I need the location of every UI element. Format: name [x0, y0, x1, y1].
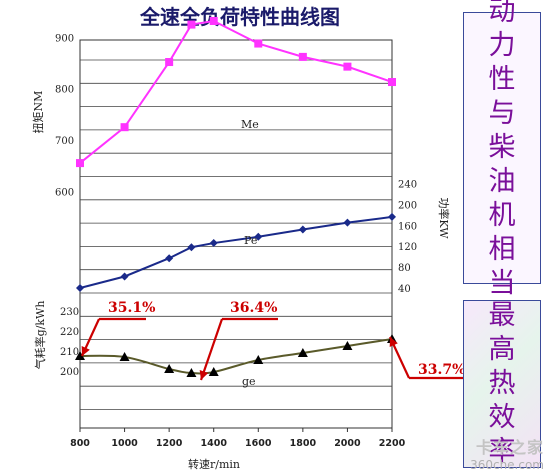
series-me: Me — [76, 16, 396, 168]
callout-label: 35.1% — [108, 300, 155, 316]
data-point — [165, 254, 174, 263]
vertical-char: 率 — [488, 436, 516, 467]
chart-axes: 800 1000 1200 1400 1600 1800 2000 2200 转速r/min 60… — [31, 33, 451, 471]
data-point — [119, 352, 130, 361]
data-point — [297, 348, 308, 357]
x-tick-label: 1200 — [156, 438, 183, 449]
torque-tick-label: 700 — [55, 136, 74, 147]
vertical-char: 热 — [488, 368, 516, 399]
series-label: ge — [242, 375, 256, 388]
chart-title: 全速全负荷特性曲线图 — [139, 5, 340, 29]
series-label: Me — [241, 118, 259, 131]
series-ge: ge — [75, 334, 397, 388]
vertical-char: 柴 — [488, 132, 516, 163]
x-tick-label: 1800 — [290, 438, 317, 449]
data-point — [343, 62, 352, 71]
plot-frame — [79, 39, 393, 429]
callout-arrow-head — [81, 345, 90, 356]
fuel-tick-label: 210 — [60, 347, 79, 358]
x-tick-label: 800 — [70, 438, 90, 449]
performance-note-panel: 动力性与柴油机相当 — [463, 0, 541, 299]
vertical-char: 油 — [488, 166, 516, 197]
torque-tick-label: 800 — [55, 85, 74, 96]
x-tick-label: 1600 — [245, 438, 272, 449]
data-point — [165, 58, 174, 67]
torque-axis-label: 扭矩NM — [31, 91, 45, 134]
watermark-brand: 卡车之家 — [475, 438, 544, 457]
vertical-char: 最 — [488, 300, 516, 331]
callout-arrow-head — [389, 337, 398, 348]
data-point — [187, 20, 196, 29]
chart-series: Me Pe ge — [75, 16, 397, 388]
torque-tick-label: 600 — [55, 187, 74, 198]
x-axis-label: 转速r/min — [188, 457, 240, 471]
vertical-char: 相 — [488, 234, 516, 265]
data-point — [208, 367, 219, 376]
vertical-char: 动 — [488, 0, 516, 27]
series-label: Pe — [244, 234, 257, 247]
vertical-char: 与 — [488, 98, 516, 129]
performance-note-text: 动力性与柴油机相当 — [489, 0, 516, 301]
data-point — [209, 239, 218, 248]
data-point — [186, 368, 197, 377]
vertical-char: 机 — [488, 200, 516, 231]
x-tick-label: 1000 — [111, 438, 138, 449]
data-point — [209, 16, 218, 25]
data-point — [253, 355, 264, 364]
power-tick-label: 120 — [398, 242, 417, 253]
series-pe: Pe — [76, 212, 396, 292]
chart-annotations: 35.1% 36.4% 33.7% — [81, 300, 465, 381]
data-point — [120, 272, 129, 281]
callout-label: 33.7% — [418, 362, 465, 378]
efficiency-note-text: 最高热效率 — [489, 299, 516, 469]
x-tick-label: 1400 — [200, 438, 227, 449]
vertical-char: 力 — [488, 30, 516, 61]
vertical-char: 当 — [488, 268, 516, 299]
power-tick-label: 80 — [398, 263, 411, 274]
vertical-char: 效 — [488, 402, 516, 433]
data-point — [254, 39, 263, 48]
callout-arrow-head — [199, 370, 209, 380]
vertical-char: 高 — [488, 334, 516, 365]
data-point — [76, 159, 84, 168]
data-point — [298, 225, 307, 234]
data-point — [388, 78, 396, 87]
watermark-url: 360che.com — [470, 458, 544, 472]
data-point — [298, 52, 307, 61]
x-tick-label: 2000 — [334, 438, 361, 449]
x-tick-label: 2200 — [379, 438, 406, 449]
data-point — [76, 284, 84, 292]
data-point — [187, 243, 196, 252]
fuel-axis-label: 气耗率g/kWh — [33, 301, 47, 370]
power-tick-label: 200 — [398, 200, 417, 211]
power-tick-label: 40 — [398, 284, 411, 295]
fuel-tick-label: 220 — [60, 327, 79, 338]
data-point — [343, 218, 352, 227]
fuel-tick-label: 230 — [60, 307, 79, 318]
data-point — [388, 212, 396, 221]
data-point — [164, 364, 175, 373]
series-line — [79, 19, 393, 164]
data-point — [120, 123, 129, 132]
efficiency-note-panel: 最高热效率 — [463, 300, 541, 468]
chart-grid — [79, 39, 393, 429]
fuel-tick-label: 200 — [60, 367, 79, 378]
data-point — [342, 341, 353, 350]
watermark: 卡车之家 360che.com — [470, 434, 544, 472]
callout-label: 36.4% — [230, 300, 277, 316]
power-tick-label: 240 — [398, 179, 417, 190]
data-point — [254, 232, 263, 241]
callout-arrow-line — [199, 318, 224, 381]
torque-tick-label: 900 — [55, 33, 74, 44]
power-tick-label: 160 — [398, 221, 417, 232]
vertical-char: 性 — [488, 64, 516, 95]
power-axis-label: 功率KW — [437, 197, 451, 239]
data-point — [75, 351, 85, 360]
